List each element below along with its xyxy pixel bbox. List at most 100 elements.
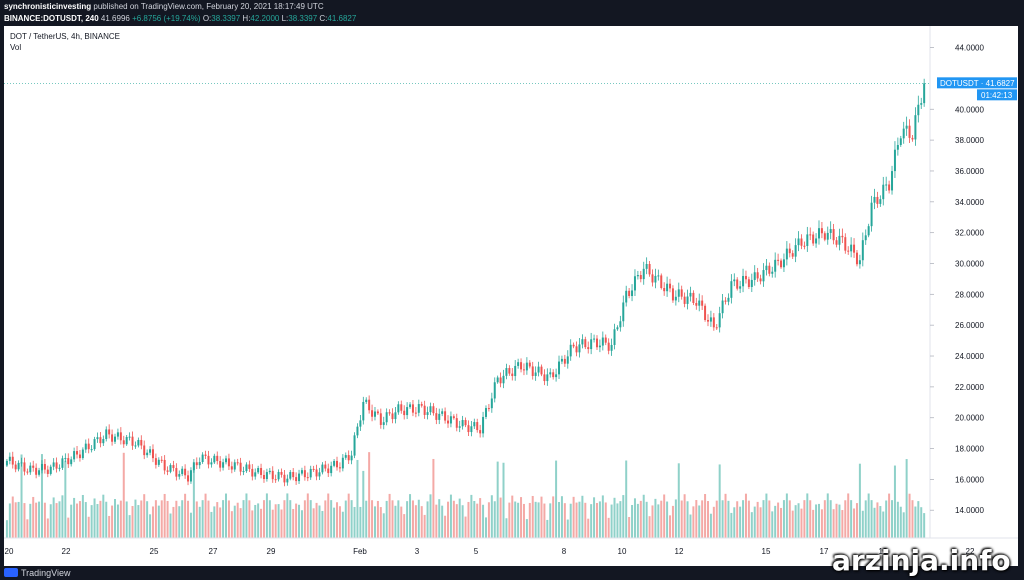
candle-body (397, 404, 400, 413)
candle-body (537, 366, 540, 373)
volume-bar (817, 503, 820, 538)
candle-body (265, 472, 268, 480)
candle-body (633, 276, 636, 291)
candle-body (444, 411, 447, 421)
candle-body (35, 467, 38, 475)
volume-bar (566, 519, 569, 538)
candle-body (40, 463, 43, 471)
volume-bar (73, 497, 76, 538)
candle-body (87, 443, 90, 450)
candle-body (116, 432, 119, 437)
candle-body (858, 260, 861, 265)
candle-body (306, 477, 309, 479)
volume-bar (248, 500, 251, 538)
candle-body (242, 471, 245, 473)
volume-bar (855, 503, 858, 538)
candle-body (271, 470, 274, 480)
volume-bar (172, 506, 175, 538)
volume-bar (695, 500, 698, 538)
volume-bar (581, 495, 584, 538)
candle-body (73, 451, 76, 460)
candle-body (385, 412, 388, 423)
volume-bar (58, 501, 61, 538)
volume-bar (341, 511, 344, 538)
candle-body (686, 296, 689, 304)
candle-body (295, 477, 298, 482)
volume-bar (841, 510, 844, 538)
volume-bar (353, 506, 356, 538)
volume-bar (893, 465, 896, 538)
candle-body (286, 478, 289, 483)
candle-body (105, 429, 108, 440)
volume-bar (815, 504, 818, 538)
candle-body (604, 337, 607, 343)
volume-bar (552, 496, 555, 538)
volume-bar (631, 504, 634, 538)
volume-bar (858, 463, 861, 538)
volume-bar (379, 507, 382, 538)
volume-bar (768, 500, 771, 538)
candle-body (81, 449, 84, 459)
volume-bars (5, 452, 926, 538)
candle-body (207, 455, 210, 465)
volume-bar (29, 503, 32, 538)
volume-bar (458, 498, 461, 538)
candle-body (712, 317, 715, 328)
candle-body (131, 436, 134, 446)
candle-body (800, 238, 803, 246)
candle-body (52, 462, 55, 467)
volume-bar (844, 500, 847, 538)
volume-bar (555, 460, 558, 538)
candle-body (499, 377, 502, 384)
candle-body (742, 275, 745, 287)
volume-bar (850, 500, 853, 538)
publication-header: synchronisticinvesting published on Trad… (0, 0, 1024, 26)
candle-body (487, 408, 490, 410)
candle-body (660, 275, 663, 289)
price-tick-label: 16.0000 (955, 475, 984, 484)
volume-bar (286, 493, 289, 538)
candlestick-chart[interactable]: 14.0000 16.0000 18.0000 20.0000 22.0000 24.00… (4, 26, 1018, 566)
volume-bar (733, 507, 736, 538)
volume-bar (441, 505, 444, 538)
volume-bar (61, 495, 64, 538)
volume-bar (563, 503, 566, 538)
candle-body (227, 458, 230, 467)
volume-bar (657, 504, 660, 538)
volume-bar (49, 504, 52, 538)
volume-bar (660, 500, 663, 538)
publisher-line: synchronisticinvesting published on Trad… (4, 1, 1020, 13)
price-tick-label: 26.0000 (955, 321, 984, 330)
candle-body (817, 228, 820, 239)
time-tick-label: 10 (618, 547, 627, 556)
time-tick-label: 22 (62, 547, 71, 556)
candle-body (905, 125, 908, 129)
candle-body (721, 300, 724, 314)
volume-bar (87, 516, 90, 538)
candle-body (885, 184, 888, 186)
volume-bar (242, 500, 245, 538)
volume-bar (654, 498, 657, 538)
candle-body (90, 449, 93, 451)
candle-body (414, 412, 417, 414)
candle-body (333, 460, 336, 466)
candle-body (11, 456, 14, 465)
publisher-name[interactable]: synchronisticinvesting (4, 2, 92, 11)
price-tick-label: 30.0000 (955, 259, 984, 268)
volume-bar (298, 504, 301, 538)
candle-body (750, 279, 753, 287)
volume-bar (359, 506, 362, 538)
candles (5, 78, 926, 487)
candle-body (587, 347, 590, 350)
volume-bar (540, 496, 543, 538)
price-tag: DOTUSDT · 41.6827 01:42:13 (937, 77, 1017, 101)
volume-bar (239, 508, 242, 538)
candle-body (756, 272, 759, 279)
candle-body (146, 452, 149, 456)
volume-bar (365, 500, 368, 538)
candle-body (575, 346, 578, 353)
candle-body (409, 404, 412, 408)
tradingview-brand[interactable]: TradingView (4, 567, 71, 579)
volume-bar (622, 495, 625, 538)
price-axis: 14.0000 16.0000 18.0000 20.0000 22.0000 24.00… (930, 44, 984, 515)
